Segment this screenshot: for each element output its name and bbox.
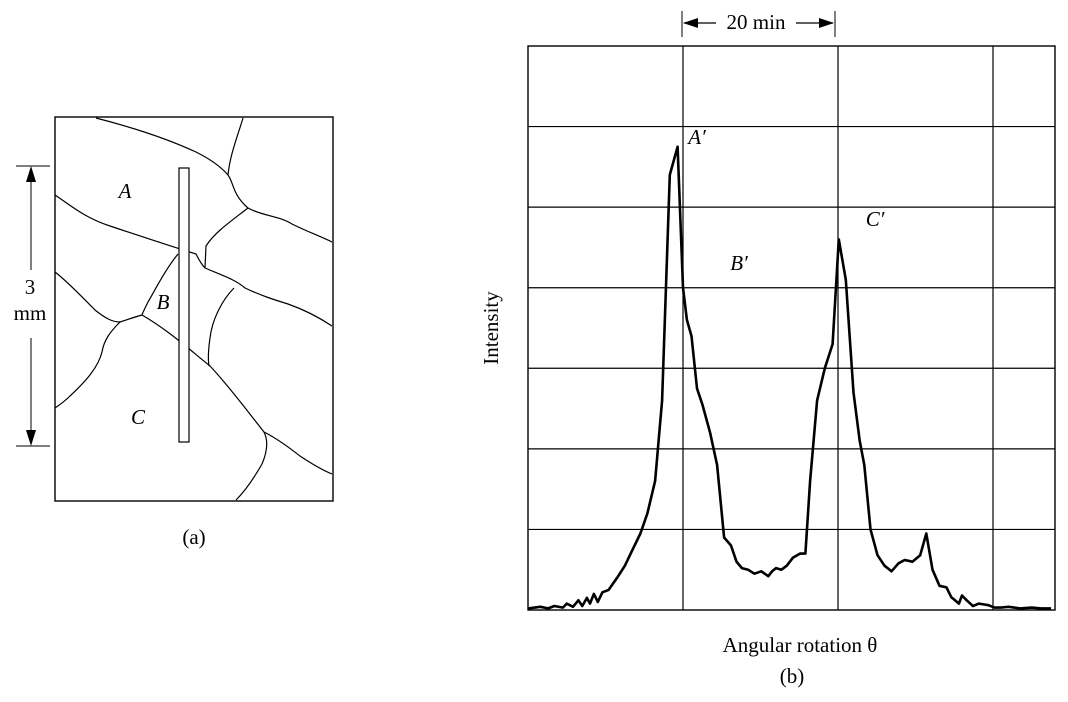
caption-a: (a) [182, 525, 205, 549]
specimen-frame [54, 116, 334, 502]
plot-frame [527, 45, 1056, 611]
grain-panel: A B C 3 mm (a) [14, 116, 334, 549]
dimension-arrow [16, 165, 50, 447]
peak-label-c: C′ [866, 207, 885, 231]
grain-label-b: B [157, 290, 170, 314]
grain-boundaries [54, 117, 333, 501]
scale-bar [681, 11, 836, 37]
dimension-unit: mm [14, 301, 47, 325]
caption-b: (b) [780, 664, 805, 688]
grain-label-c: C [131, 405, 146, 429]
peak-label-b: B′ [730, 251, 748, 275]
dimension-value: 3 [25, 275, 36, 299]
scale-bar-label: 20 min [727, 10, 786, 34]
intensity-series-line [527, 145, 1052, 610]
chart-grid [528, 46, 1055, 610]
grain-label-a: A [117, 179, 132, 203]
x-axis-label: Angular rotation θ [723, 633, 878, 657]
sample-strip [178, 167, 190, 443]
intensity-chart: A′ B′ C′ 20 min Intensity Angular rotati… [479, 10, 1056, 688]
y-axis-label: Intensity [479, 291, 503, 365]
peak-label-a: A′ [686, 125, 706, 149]
